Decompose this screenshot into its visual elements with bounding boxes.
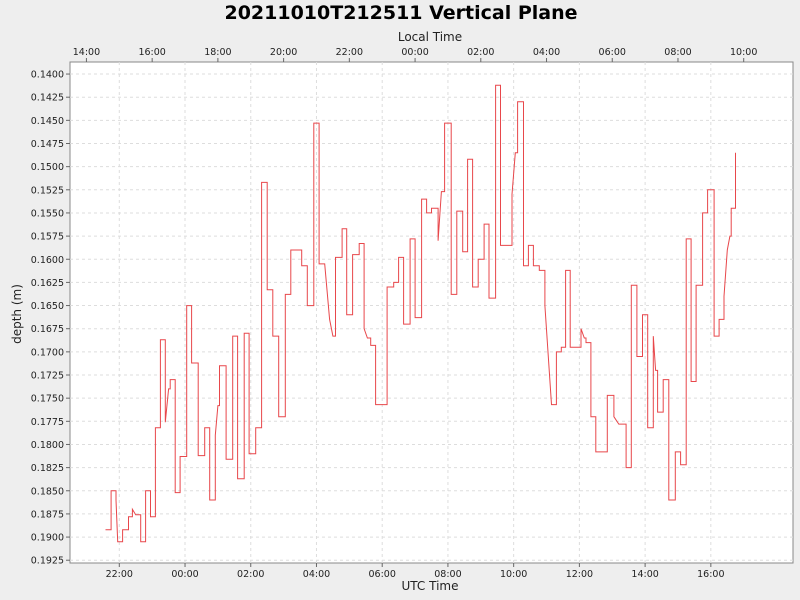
top-tick-label: 06:00 bbox=[599, 47, 626, 58]
top-tick-label: 22:00 bbox=[336, 47, 363, 58]
y-tick-label: 0.1750 bbox=[31, 394, 64, 405]
x-tick-label: 06:00 bbox=[369, 569, 396, 580]
plot-area bbox=[69, 61, 794, 564]
y-tick-label: 0.1500 bbox=[31, 162, 64, 173]
y-tick-label: 0.1700 bbox=[31, 347, 64, 358]
y-axis-label: depth (m) bbox=[10, 284, 24, 344]
x-axis-label: UTC Time bbox=[402, 579, 459, 593]
y-tick-label: 0.1475 bbox=[31, 139, 64, 150]
y-tick-label: 0.1450 bbox=[31, 116, 64, 127]
depth-series-line bbox=[105, 84, 736, 543]
x-tick-label: 14:00 bbox=[631, 569, 658, 580]
top-tick-label: 08:00 bbox=[664, 47, 691, 58]
top-tick-label: 10:00 bbox=[730, 47, 757, 58]
axis-ticks: 0.1400 0.1425 0.1450 0.1475 0.1500 0.1525 0.15… bbox=[31, 47, 758, 580]
y-tick-label: 0.1400 bbox=[31, 70, 64, 81]
y-tick-label: 0.1925 bbox=[31, 556, 64, 567]
y-tick-label: 0.1850 bbox=[31, 486, 64, 497]
y-tick-label: 0.1550 bbox=[31, 208, 64, 219]
top-tick-label: 14:00 bbox=[73, 47, 100, 58]
x-tick-label: 12:00 bbox=[566, 569, 593, 580]
y-tick-label: 0.1825 bbox=[31, 463, 64, 474]
x-tick-label: 16:00 bbox=[697, 569, 724, 580]
top-tick-label: 04:00 bbox=[533, 47, 560, 58]
y-tick-label: 0.1800 bbox=[31, 440, 64, 451]
y-tick-label: 0.1675 bbox=[31, 324, 64, 335]
y-tick-label: 0.1875 bbox=[31, 509, 64, 520]
top-axis-label: Local Time bbox=[398, 30, 462, 44]
y-tick-label: 0.1650 bbox=[31, 301, 64, 312]
chart-title: 20211010T212511 Vertical Plane bbox=[224, 2, 577, 24]
y-tick-label: 0.1625 bbox=[31, 278, 64, 289]
y-tick-label: 0.1900 bbox=[31, 533, 64, 544]
y-tick-label: 0.1425 bbox=[31, 93, 64, 104]
top-tick-label: 00:00 bbox=[401, 47, 428, 58]
y-tick-label: 0.1725 bbox=[31, 371, 64, 382]
top-tick-label: 20:00 bbox=[270, 47, 297, 58]
y-tick-label: 0.1575 bbox=[31, 232, 64, 243]
top-tick-label: 18:00 bbox=[204, 47, 231, 58]
y-tick-label: 0.1525 bbox=[31, 185, 64, 196]
x-tick-label: 00:00 bbox=[171, 569, 198, 580]
x-tick-label: 10:00 bbox=[500, 569, 527, 580]
top-tick-label: 02:00 bbox=[467, 47, 494, 58]
x-tick-label: 02:00 bbox=[237, 569, 264, 580]
x-tick-label: 04:00 bbox=[303, 569, 330, 580]
y-tick-label: 0.1600 bbox=[31, 255, 64, 266]
top-tick-label: 16:00 bbox=[138, 47, 165, 58]
y-tick-label: 0.1775 bbox=[31, 417, 64, 428]
x-tick-label: 08:00 bbox=[434, 569, 461, 580]
x-tick-label: 22:00 bbox=[106, 569, 133, 580]
